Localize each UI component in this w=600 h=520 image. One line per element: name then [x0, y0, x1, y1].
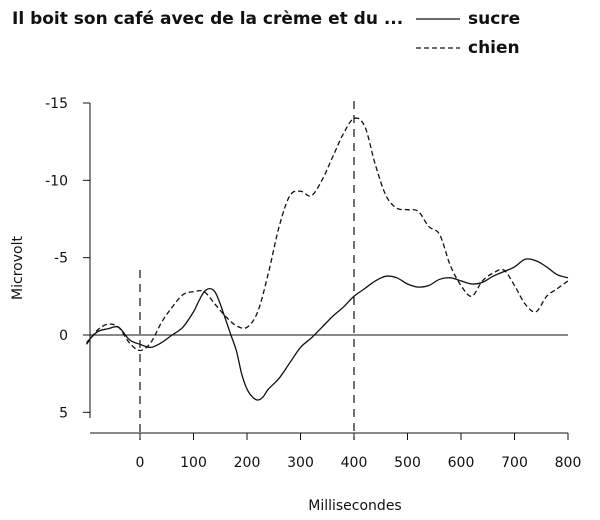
y-tick-label--10: -10: [45, 173, 68, 189]
y-ticks: -15 -10 -5 0 5: [45, 96, 90, 421]
series-line-sucre: [86, 258, 569, 401]
x-tick-label-100: 100: [180, 455, 207, 471]
y-tick-label--15: -15: [45, 96, 68, 112]
x-axis-label: Millisecondes: [308, 498, 401, 514]
x-tick-label-700: 700: [501, 455, 528, 471]
x-ticks: 0 100 200 300 400 500 600 700 800: [136, 433, 582, 471]
y-tick-label-0: 0: [59, 328, 68, 344]
x-tick-label-500: 500: [394, 455, 421, 471]
y-axis-label: Microvolt: [10, 236, 26, 300]
x-tick-label-400: 400: [341, 455, 368, 471]
x-tick-label-300: 300: [287, 455, 314, 471]
legend-label-sucre: sucre: [468, 9, 520, 29]
onset-markers: [139, 101, 355, 440]
plot-area: 0 100 200 300 400 500 600 700 800 -15 -10 -5 0 5: [45, 96, 581, 471]
legend-label-chien: chien: [468, 38, 520, 58]
legend: sucre chien: [416, 9, 520, 58]
y-tick-label-5: 5: [59, 405, 68, 421]
x-tick-label-200: 200: [234, 455, 261, 471]
x-tick-label-0: 0: [136, 455, 145, 471]
x-tick-label-600: 600: [448, 455, 475, 471]
chart-title: Il boit son café avec de la crème et du …: [12, 9, 403, 29]
y-tick-label--5: -5: [54, 251, 68, 267]
series-line-chien: [85, 117, 569, 352]
x-tick-label-800: 800: [555, 455, 582, 471]
